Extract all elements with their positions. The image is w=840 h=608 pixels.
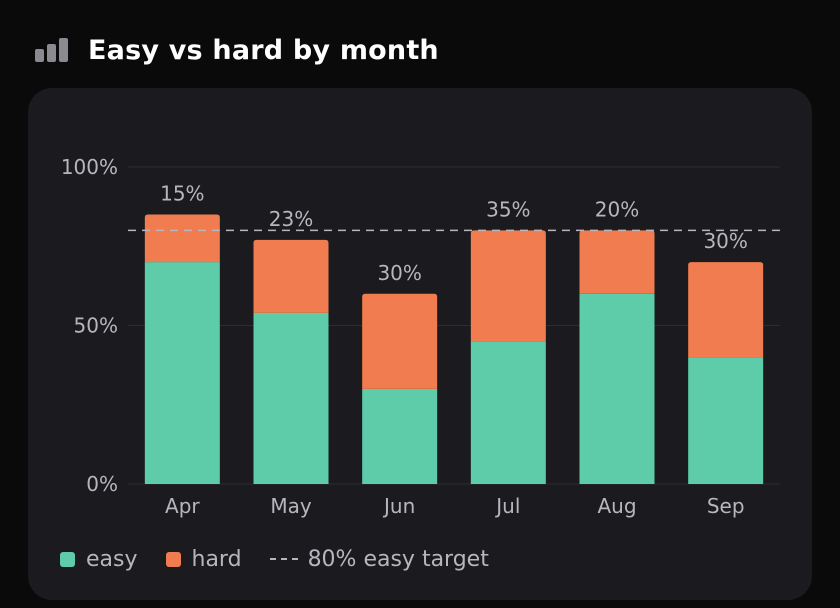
bar-segment-hard	[362, 293, 438, 389]
bar-data-label: 20%	[595, 197, 639, 221]
stacked-bar-chart: 0% 50% 100% 15% Apr 23% May 30% Jun 35% Jul 20% Aug 3…	[61, 155, 780, 518]
bar-segment-easy	[688, 357, 764, 484]
chart-title: Easy vs hard by month	[88, 34, 439, 66]
bar-segment-hard	[470, 230, 546, 342]
x-tick-label: Sep	[707, 494, 745, 518]
y-tick-label: 0%	[86, 472, 118, 496]
legend-label-hard: hard	[191, 546, 242, 572]
bar-segment-easy	[253, 312, 329, 484]
x-tick-label: May	[270, 494, 312, 518]
legend-swatch-easy	[60, 551, 75, 567]
bar-segment-easy	[470, 341, 546, 484]
bar-segment-easy	[362, 388, 438, 484]
y-tick-label: 100%	[61, 155, 118, 179]
bar-data-label: 30%	[377, 261, 421, 285]
bar-data-label: 35%	[486, 197, 530, 221]
legend-item-target: 80% easy target	[269, 546, 489, 572]
y-tick-label: 50%	[74, 314, 118, 338]
legend-swatch-target	[269, 558, 298, 560]
x-tick-label: Apr	[165, 494, 200, 518]
legend-label-target: 80% easy target	[307, 546, 489, 572]
bar-segment-easy	[144, 262, 220, 484]
bar-segment-hard	[253, 239, 329, 313]
bar-segment-hard	[579, 230, 655, 294]
bar-data-label: 15%	[160, 182, 204, 206]
bar-segment-easy	[579, 293, 655, 484]
chart-legend: easy hard 80% easy target	[60, 544, 517, 574]
chart-card: 0% 50% 100% 15% Apr 23% May 30% Jun 35% Jul 20% Aug 3…	[28, 88, 812, 600]
chart-header: Easy vs hard by month	[34, 28, 439, 72]
x-tick-label: Aug	[597, 494, 636, 518]
legend-label-easy: easy	[86, 546, 138, 572]
legend-swatch-hard	[165, 551, 181, 567]
bar-data-label: 30%	[703, 229, 747, 253]
bar-segment-hard	[688, 262, 764, 358]
x-tick-label: Jul	[494, 494, 520, 518]
x-tick-label: Jun	[382, 494, 415, 518]
bar-data-label: 23%	[269, 207, 313, 231]
legend-item-hard: hard	[165, 546, 242, 572]
legend-item-easy: easy	[60, 547, 138, 572]
bar-segment-hard	[144, 214, 220, 263]
bar-chart-icon	[35, 38, 68, 62]
